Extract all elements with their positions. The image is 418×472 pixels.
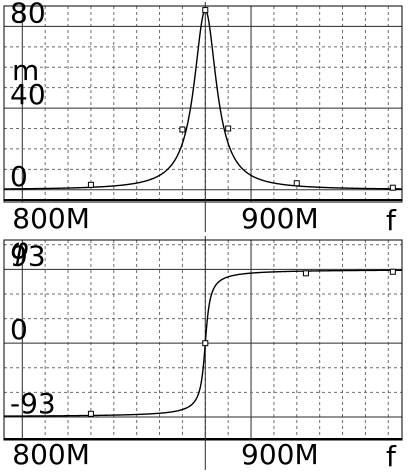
- data-point: [389, 184, 396, 191]
- y-tick-label: 93: [10, 239, 46, 272]
- y-tick-label: 0: [10, 313, 28, 346]
- data-point: [389, 268, 396, 275]
- magnitude-panel: 0 40 80 800M 900M m f: [3, 0, 403, 237]
- x-axis-label: f: [386, 440, 397, 472]
- y-axis-label: φ: [10, 232, 29, 265]
- data-point: [225, 125, 232, 132]
- data-point: [179, 126, 186, 133]
- phase-curve: [4, 269, 402, 417]
- phase-panel: -93 0 93 800M 900M φ f: [3, 232, 403, 472]
- data-point: [87, 410, 94, 417]
- x-tick-label: 800M: [12, 438, 90, 471]
- x-axis-label: f: [386, 204, 397, 237]
- x-tick-label: 800M: [12, 202, 90, 235]
- data-point: [302, 270, 309, 277]
- magnitude-curve: [3, 9, 403, 190]
- x-tick-label: 900M: [241, 202, 319, 235]
- data-point: [202, 340, 209, 347]
- y-tick-label: 40: [10, 78, 46, 111]
- y-tick-label: 80: [10, 0, 46, 29]
- data-point: [293, 180, 300, 187]
- y-axis-label: m: [12, 54, 39, 87]
- data-point: [87, 181, 94, 188]
- plot-frame: [3, 5, 403, 203]
- data-point: [202, 7, 209, 14]
- y-tick-label: -93: [10, 387, 56, 420]
- x-tick-label: 900M: [241, 438, 319, 471]
- y-tick-label: 0: [10, 160, 28, 193]
